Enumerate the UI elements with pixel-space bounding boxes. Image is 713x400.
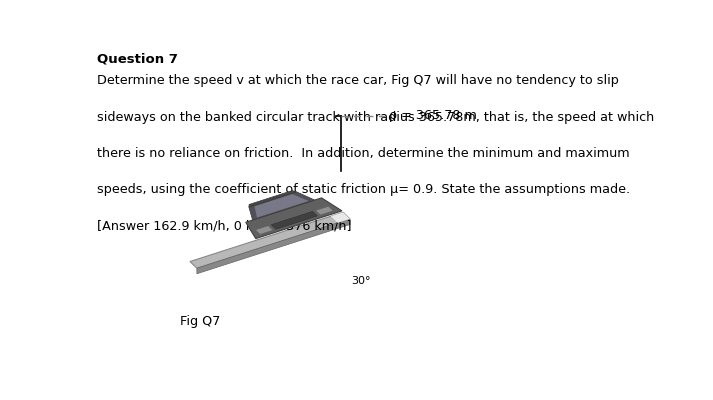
Text: Question 7: Question 7 [98, 53, 178, 66]
Polygon shape [331, 212, 350, 223]
Polygon shape [255, 194, 309, 218]
Text: Determine the speed v at which the race car, Fig Q7 will have no tendency to sli: Determine the speed v at which the race … [98, 74, 620, 87]
Text: 30°: 30° [352, 276, 371, 286]
Polygon shape [316, 206, 333, 215]
Text: [Answer 162.9 km/h, 0 km/h, 376 km/h]: [Answer 162.9 km/h, 0 km/h, 376 km/h] [98, 220, 352, 232]
Polygon shape [197, 219, 350, 274]
Polygon shape [249, 192, 314, 220]
Text: speeds, using the coefficient of static friction μ= 0.9. State the assumptions m: speeds, using the coefficient of static … [98, 183, 630, 196]
Polygon shape [246, 198, 342, 238]
Polygon shape [255, 226, 273, 234]
Text: Fig Q7: Fig Q7 [180, 315, 221, 328]
Text: ρ = 365.78 m: ρ = 365.78 m [389, 109, 477, 122]
Polygon shape [190, 212, 350, 268]
Polygon shape [249, 190, 297, 207]
Text: there is no reliance on friction.  In addition, determine the minimum and maximu: there is no reliance on friction. In add… [98, 147, 630, 160]
Text: sideways on the banked circular track with radius 365.78m, that is, the speed at: sideways on the banked circular track wi… [98, 110, 655, 124]
Polygon shape [271, 212, 317, 229]
